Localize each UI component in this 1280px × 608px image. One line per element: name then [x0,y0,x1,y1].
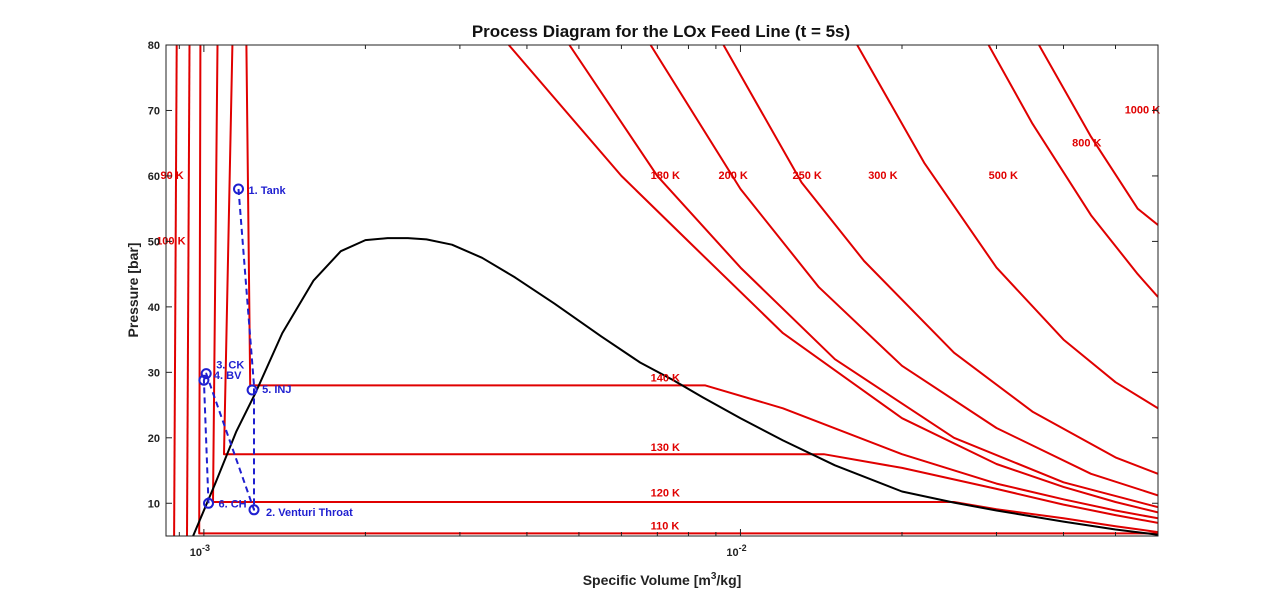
x-tick-label-1: 10-3 [190,543,210,559]
y-tick-label-50: 50 [148,236,160,248]
y-tick-label-60: 60 [148,171,160,183]
isotherm-label-110k: 110 K [651,521,680,533]
isotherm-line-180k [508,45,1158,514]
process-point-marker-3 [200,368,212,380]
process-point-label-5: 5. INJ [262,384,291,396]
y-tick-label-30: 30 [148,367,160,379]
y-tick-label-80: 80 [148,40,160,52]
process-point-marker-2 [248,504,260,516]
x-tick-label-exp: -3 [202,543,210,553]
x-tick-label-exp: -2 [739,543,747,553]
x-axis-label: Specific Volume [m3/kg] [583,571,742,588]
isotherm-line-300k [722,45,1158,475]
isotherm-line-500k [856,45,1158,410]
process-point-label-3: 3. CK [216,360,244,372]
process-point-label-6: 6. CH [219,498,247,510]
y-tick-label-40: 40 [148,302,160,314]
isotherm-label-140k: 140 K [651,373,680,385]
saturation-dome-line [192,237,1158,536]
y-tick-label-10: 10 [148,498,160,510]
isotherm-line-130k [223,45,1158,524]
isotherm-label-800k: 800 K [1072,138,1101,150]
curves-layer [173,45,1158,536]
isotherm-label-200k: 200 K [719,170,748,182]
isotherm-label-120k: 120 K [651,488,680,500]
y-tick-label-70: 70 [148,106,160,118]
process-point-marker-4 [198,374,210,386]
isotherm-line-1000k [1038,45,1158,226]
isotherm-label-500k: 500 K [989,170,1018,182]
x-tick-label-2: 10-2 [726,543,746,559]
process-point-marker-1 [233,183,244,195]
isotherm-line-110k [198,45,1158,535]
process-point-marker-5 [246,384,258,396]
plot-area [166,45,1158,536]
x-axis-label-sup: 3 [711,571,717,582]
plot-frame [165,44,1159,537]
process-point-marker-6 [203,497,214,509]
chart-title: Process Diagram for the LOx Feed Line (t… [472,22,850,41]
y-axis-label: Pressure [bar] [125,243,141,338]
isotherm-line-90k [173,45,178,536]
isotherm-line-140k [245,45,1158,520]
process-path-line [202,188,255,511]
isotherm-label-180k: 180 K [651,170,680,182]
x-axis-label-end: /kg] [716,572,741,588]
process-point-label-1: 1. Tank [249,185,287,197]
isotherm-label-250k: 250 K [793,170,822,182]
x-axis-label-main: Specific Volume [m [583,572,711,588]
labels-layer: 1. Tank 2. Venturi Throat 3. CK4. BV 5. INJ… [156,105,1160,533]
x-tick-label-base: 10 [190,547,202,559]
isotherm-label-130k: 130 K [651,442,680,454]
isotherm-line-200k [568,45,1158,509]
isotherm-label-90k: 90 K [161,170,184,182]
process-point-label-4: 4. BV [214,370,242,382]
y-tick-label-20: 20 [148,433,160,445]
process-point-label-2: 2. Venturi Throat [266,507,353,519]
isotherm-label-1000k: 1000 K [1125,105,1161,117]
isotherm-line-250k [649,45,1158,497]
isotherm-label-300k: 300 K [868,170,897,182]
x-tick-label-base: 10 [726,547,738,559]
isotherm-line-800k [987,45,1158,298]
isotherm-line-100k [186,45,191,536]
